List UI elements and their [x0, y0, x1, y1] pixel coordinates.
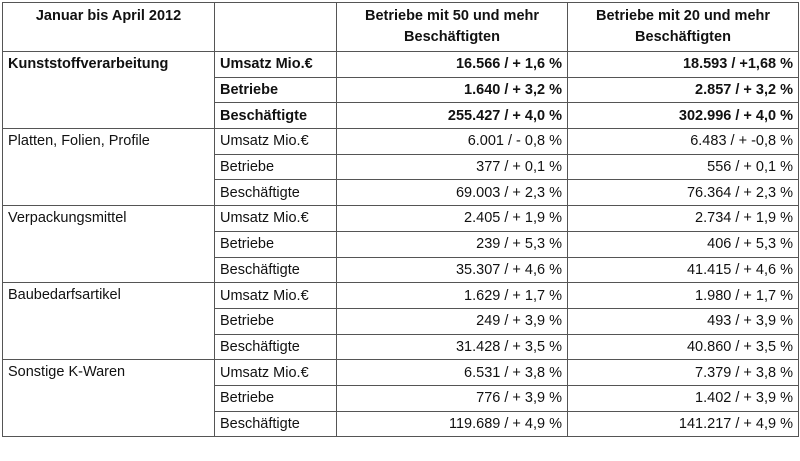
table-row: Platten, Folien, Profile Umsatz Mio.€ 6.…	[2, 128, 799, 207]
table-header-row: Januar bis April 2012 Betriebe mit 50 un…	[2, 2, 799, 52]
table-row: Sonstige K-Waren Umsatz Mio.€ 6.531 / + …	[2, 359, 799, 438]
value-50-cell: 31.428 / + 3,5 %	[336, 333, 568, 361]
table-row: Beschäftigte 31.428 / + 3,5 % 40.860 / +…	[3, 333, 799, 361]
value-50-cell: 6.531 / + 3,8 %	[336, 359, 568, 386]
table-row: Betriebe 1.640 / + 3,2 % 2.857 / + 3,2 %	[3, 76, 799, 104]
value-50-cell: 1.629 / + 1,7 %	[336, 282, 568, 309]
table-row: Betriebe 239 / + 5,3 % 406 / + 5,3 %	[3, 230, 799, 258]
table-row: Kunststoffverarbeitung Umsatz Mio.€ 16.5…	[2, 50, 799, 130]
group-label: Platten, Folien, Profile	[2, 128, 215, 207]
metric-cell: Umsatz Mio.€	[214, 282, 337, 309]
value-20-cell: 302.996 / + 4,0 %	[567, 102, 799, 130]
value-20-cell: 556 / + 0,1 %	[567, 153, 799, 181]
value-20-cell: 493 / + 3,9 %	[567, 307, 799, 335]
statistics-table: Januar bis April 2012 Betriebe mit 50 un…	[2, 2, 799, 438]
metric-cell: Beschäftigte	[214, 102, 337, 130]
value-20-cell: 1.402 / + 3,9 %	[567, 384, 799, 412]
value-20-cell: 6.483 / + -0,8 %	[567, 128, 799, 155]
value-50-cell: 377 / + 0,1 %	[336, 153, 568, 181]
table-row: Betriebe 249 / + 3,9 % 493 / + 3,9 %	[3, 307, 799, 335]
metric-cell: Umsatz Mio.€	[214, 51, 337, 78]
metric-cell: Betriebe	[214, 230, 337, 258]
column-header-20: Betriebe mit 20 und mehr Beschäftigten	[567, 2, 799, 52]
value-20-cell: 406 / + 5,3 %	[567, 230, 799, 258]
metric-cell: Betriebe	[214, 384, 337, 412]
metric-cell: Umsatz Mio.€	[214, 359, 337, 386]
table-row: Baubedarfsartikel Umsatz Mio.€ 1.629 / +…	[2, 282, 799, 361]
value-50-cell: 776 / + 3,9 %	[336, 384, 568, 412]
table-row: Betriebe 377 / + 0,1 % 556 / + 0,1 %	[3, 153, 799, 181]
group-label: Kunststoffverarbeitung	[2, 50, 215, 130]
metric-cell: Beschäftigte	[214, 256, 337, 284]
value-20-cell: 18.593 / +1,68 %	[567, 51, 799, 78]
metric-cell: Betriebe	[214, 307, 337, 335]
value-50-cell: 119.689 / + 4,9 %	[336, 410, 568, 438]
value-20-cell: 2.857 / + 3,2 %	[567, 76, 799, 104]
value-50-cell: 69.003 / + 2,3 %	[336, 179, 568, 207]
metric-header	[214, 2, 337, 52]
metric-cell: Beschäftigte	[214, 410, 337, 438]
value-20-cell: 141.217 / + 4,9 %	[567, 410, 799, 438]
table-row: Beschäftigte 119.689 / + 4,9 % 141.217 /…	[3, 410, 799, 438]
value-20-cell: 7.379 / + 3,8 %	[567, 359, 799, 386]
metric-cell: Umsatz Mio.€	[214, 205, 337, 232]
metric-cell: Beschäftigte	[214, 333, 337, 361]
value-50-cell: 35.307 / + 4,6 %	[336, 256, 568, 284]
value-50-cell: 249 / + 3,9 %	[336, 307, 568, 335]
metric-cell: Beschäftigte	[214, 179, 337, 207]
value-50-cell: 2.405 / + 1,9 %	[336, 205, 568, 232]
group-label: Verpackungsmittel	[2, 205, 215, 284]
table-row: Betriebe 776 / + 3,9 % 1.402 / + 3,9 %	[3, 384, 799, 412]
group-label: Baubedarfsartikel	[2, 282, 215, 361]
metric-cell: Umsatz Mio.€	[214, 128, 337, 155]
table-row: Verpackungsmittel Umsatz Mio.€ 2.405 / +…	[2, 205, 799, 284]
value-50-cell: 255.427 / + 4,0 %	[336, 102, 568, 130]
value-50-cell: 16.566 / + 1,6 %	[336, 51, 568, 78]
value-50-cell: 1.640 / + 3,2 %	[336, 76, 568, 104]
value-50-cell: 6.001 / - 0,8 %	[336, 128, 568, 155]
value-20-cell: 40.860 / + 3,5 %	[567, 333, 799, 361]
metric-cell: Betriebe	[214, 153, 337, 181]
value-20-cell: 76.364 / + 2,3 %	[567, 179, 799, 207]
value-20-cell: 41.415 / + 4,6 %	[567, 256, 799, 284]
table-row: Beschäftigte 69.003 / + 2,3 % 76.364 / +…	[3, 179, 799, 207]
value-20-cell: 1.980 / + 1,7 %	[567, 282, 799, 309]
table-row: Beschäftigte 35.307 / + 4,6 % 41.415 / +…	[3, 256, 799, 284]
value-50-cell: 239 / + 5,3 %	[336, 230, 568, 258]
metric-cell: Betriebe	[214, 76, 337, 104]
group-label: Sonstige K-Waren	[2, 359, 215, 438]
table-row: Beschäftigte 255.427 / + 4,0 % 302.996 /…	[3, 102, 799, 130]
period-header: Januar bis April 2012	[2, 2, 215, 52]
value-20-cell: 2.734 / + 1,9 %	[567, 205, 799, 232]
column-header-50: Betriebe mit 50 und mehr Beschäftigten	[336, 2, 568, 52]
